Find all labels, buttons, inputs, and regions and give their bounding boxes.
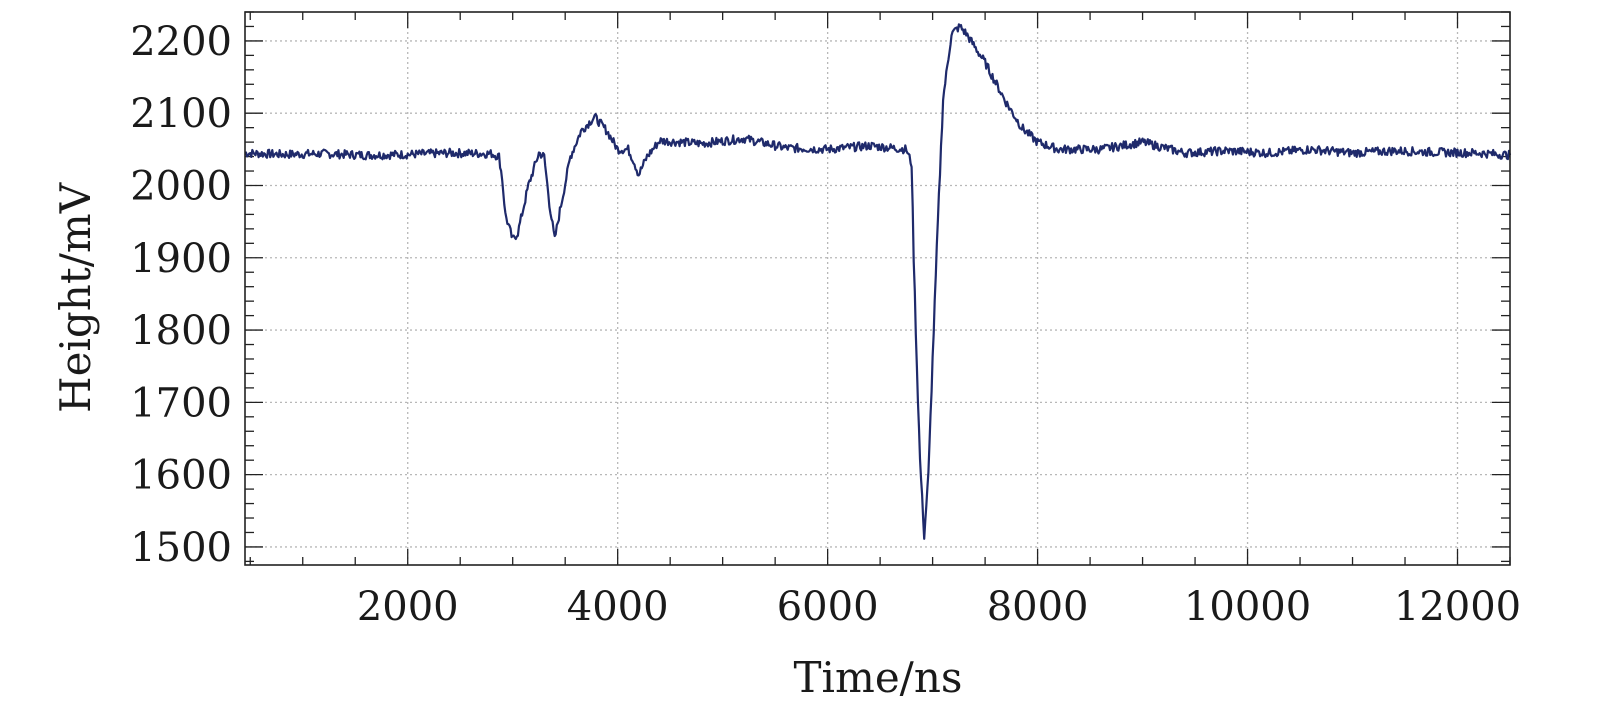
y-tick-label: 2200 bbox=[130, 19, 232, 65]
grid-layer bbox=[245, 12, 1510, 565]
y-tick-label: 1800 bbox=[130, 308, 232, 354]
y-tick-label: 2000 bbox=[130, 163, 232, 209]
series-layer bbox=[244, 23, 1512, 540]
x-tick-label: 10000 bbox=[1184, 584, 1311, 630]
x-tick-label: 4000 bbox=[567, 584, 669, 630]
y-tick-label: 2100 bbox=[130, 91, 232, 137]
x-axis-title: Time/ns bbox=[794, 653, 963, 702]
y-tick-label: 1700 bbox=[130, 380, 232, 426]
x-tick-label: 8000 bbox=[987, 584, 1089, 630]
x-tick-label: 6000 bbox=[777, 584, 879, 630]
plot-frame bbox=[244, 11, 1511, 566]
y-axis-title: Height/mV bbox=[51, 182, 100, 413]
y-tick-label: 1600 bbox=[130, 453, 232, 499]
x-tick-label: 12000 bbox=[1394, 584, 1521, 630]
y-tick-label: 1900 bbox=[130, 236, 232, 282]
x-tick-label: 2000 bbox=[357, 584, 459, 630]
tick-layer bbox=[245, 11, 1511, 565]
x-tick-labels: 2000 4000 6000 8000 10000 12000 bbox=[357, 584, 1521, 630]
y-tick-label: 1500 bbox=[130, 525, 232, 571]
series-line bbox=[244, 23, 1512, 540]
y-tick-labels: 1500 1600 1700 1800 1900 2000 2100 2200 bbox=[130, 19, 232, 571]
